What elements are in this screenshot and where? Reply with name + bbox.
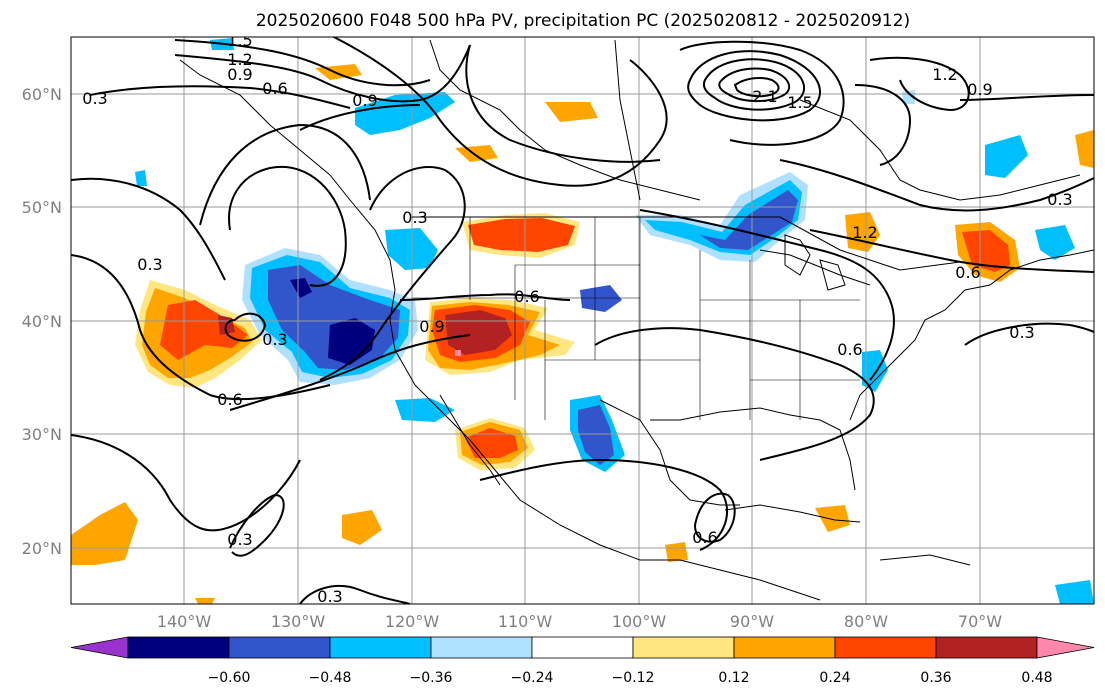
map-panel: 1.5 1.2 0.9 0.6 0.3 0.9 2.1 1.5 1.2 0.9 … — [70, 31, 1095, 606]
map-title: 2025020600 F048 500 hPa PV, precipitatio… — [256, 11, 910, 31]
precip-positive-region — [815, 505, 850, 532]
colorbar-tick-label: −0.36 — [410, 670, 453, 686]
precip-shading — [71, 38, 1094, 604]
precip-positive-region — [545, 102, 598, 122]
precip-negative-region — [395, 398, 455, 422]
colorbar-segment — [329, 636, 432, 659]
latitude-labels: 60°N 50°N 40°N 30°N 20°N — [22, 85, 62, 558]
lon-label: 70°W — [958, 612, 1002, 631]
lon-label: 100°W — [612, 612, 667, 631]
precip-negative-region — [290, 278, 312, 298]
precip-positive-region — [342, 510, 382, 545]
contour-labels: 1.5 1.2 0.9 0.6 0.3 0.9 2.1 1.5 1.2 0.9 … — [82, 31, 1072, 606]
precip-positive-region — [845, 212, 880, 252]
precip-negative-region — [328, 318, 375, 365]
colorbar-segment — [228, 636, 331, 659]
contour-label: 1.2 — [852, 223, 877, 242]
colorbar-segment — [430, 636, 533, 659]
contour-label: 0.6 — [514, 287, 539, 306]
colorbar-segment — [632, 636, 735, 659]
contour-label: 0.3 — [137, 255, 162, 274]
colorbar-tick-label: 0.12 — [718, 670, 749, 686]
lon-label: 130°W — [271, 612, 326, 631]
contour-label: 1.5 — [787, 93, 812, 112]
colorbar-tick-label: −0.12 — [612, 670, 655, 686]
colorbar-tick-label: −0.24 — [511, 670, 554, 686]
colorbar-segment — [935, 636, 1038, 659]
colorbar-tick-label: −0.48 — [309, 670, 352, 686]
precip-negative-region — [580, 285, 622, 312]
map-frame — [70, 36, 1095, 605]
lon-label: 90°W — [730, 612, 774, 631]
longitude-labels: 140°W 130°W 120°W 110°W 100°W 90°W 80°W … — [157, 612, 1002, 631]
colorbar-segment — [834, 636, 937, 659]
graticule — [71, 37, 1094, 604]
precip-positive-region — [1075, 130, 1094, 168]
precip-positive-region — [195, 598, 215, 604]
colorbar-tick-label: 0.24 — [819, 670, 850, 686]
contour-label: 0.3 — [402, 208, 427, 227]
lon-label: 80°W — [844, 612, 888, 631]
contour-label: 0.9 — [352, 91, 377, 110]
colorbar-extend-high — [1036, 636, 1095, 659]
contour-label: 2.1 — [752, 87, 777, 106]
lat-label: 60°N — [22, 85, 62, 104]
contour-label: 0.6 — [217, 390, 242, 409]
colorbar-segment — [127, 636, 230, 659]
colorbar-tick-label: 0.36 — [920, 670, 951, 686]
precip-negative-region — [985, 135, 1028, 178]
precip-positive-region — [160, 300, 248, 360]
lat-label: 50°N — [22, 198, 62, 217]
precip-negative-region — [700, 190, 798, 250]
pv-contours — [71, 37, 1094, 604]
contour-label: 0.3 — [317, 587, 342, 606]
precip-positive-region — [962, 230, 1010, 272]
colorbar-segment — [733, 636, 836, 659]
lon-label: 110°W — [498, 612, 553, 631]
precip-positive-region — [455, 350, 461, 356]
precip-positive-region — [665, 542, 688, 562]
colorbar-extend-low — [70, 636, 129, 659]
coastlines — [179, 39, 1094, 601]
precip-negative-region — [1035, 225, 1075, 260]
contour-label: 0.9 — [227, 65, 252, 84]
contour-label: 0.3 — [262, 330, 287, 349]
lon-label: 120°W — [385, 612, 440, 631]
contour-label: 1.2 — [932, 65, 957, 84]
colorbar-segment — [531, 636, 634, 659]
contour-label: 0.6 — [262, 79, 287, 98]
contour-label: 0.9 — [967, 80, 992, 99]
contour-label: 1.5 — [227, 31, 252, 50]
state-borders — [412, 217, 860, 420]
precip-negative-region — [135, 170, 147, 186]
contour-label: 0.9 — [419, 317, 444, 336]
colorbar-tick-label: 0.48 — [1021, 670, 1052, 686]
precip-negative-region — [1055, 580, 1094, 604]
lat-label: 40°N — [22, 312, 62, 331]
precip-negative-region — [578, 405, 614, 465]
contour-label: 0.3 — [227, 530, 252, 549]
contour-label: 0.3 — [1009, 323, 1034, 342]
contour-label: 0.6 — [837, 340, 862, 359]
contour-label: 0.6 — [955, 263, 980, 282]
precip-negative-region — [862, 350, 888, 392]
contour-label: 0.3 — [82, 89, 107, 108]
contour-label: 0.6 — [692, 528, 717, 547]
contour-label: 0.3 — [1047, 190, 1072, 209]
colorbar-tick-label: −0.60 — [208, 670, 251, 686]
precip-positive-region — [468, 218, 575, 252]
lon-label: 140°W — [157, 612, 212, 631]
lat-label: 30°N — [22, 425, 62, 444]
contour-label: 1.2 — [227, 50, 252, 69]
precip-positive-region — [71, 502, 138, 565]
precip-negative-region — [355, 92, 455, 135]
colorbar: −0.60 −0.48 −0.36 −0.24 −0.12 0.12 0.24 0.36 0.4… — [70, 636, 1095, 686]
lat-label: 20°N — [22, 539, 62, 558]
precip-positive-region — [455, 145, 498, 162]
